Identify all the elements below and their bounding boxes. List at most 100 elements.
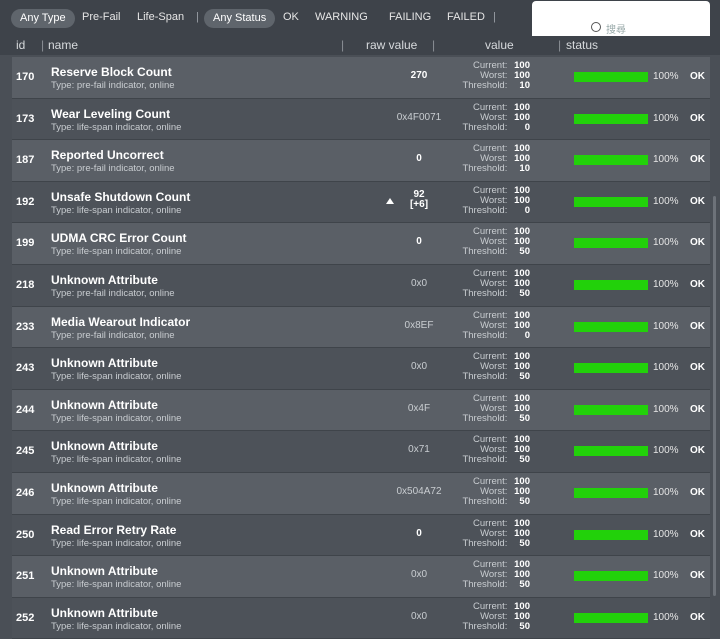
table-row[interactable]: 170 Reserve Block Count Type: pre-fail i…	[12, 57, 710, 99]
attribute-type: Type: pre-fail indicator, online	[51, 329, 175, 341]
current-label: Current:	[473, 60, 508, 71]
table-row[interactable]: 192 Unsafe Shutdown Count Type: life-spa…	[12, 181, 710, 224]
attribute-type: Type: pre-fail indicator, online	[51, 80, 175, 91]
health-bar-fill	[574, 238, 648, 249]
status-badge: OK	[690, 362, 705, 374]
status-badge: OK	[690, 195, 705, 207]
table-row[interactable]: 199 UDMA CRC Error Count Type: life-span…	[12, 223, 710, 265]
filter-failed[interactable]: FAILED	[447, 11, 485, 23]
attribute-type: Type: life-span indicator, online	[51, 495, 182, 507]
current-value: 100	[514, 267, 530, 279]
health-percent: 100%	[653, 570, 679, 582]
table-row[interactable]: 233 Media Wearout Indicator Type: pre-fa…	[12, 306, 710, 349]
search-input[interactable]: 搜尋	[532, 1, 710, 37]
threshold-label: Threshold:	[462, 204, 508, 216]
threshold-label: Threshold:	[462, 329, 508, 341]
table-row[interactable]: 243 Unknown Attribute Type: life-span in…	[12, 348, 710, 390]
attribute-type: Type: life-span indicator, online	[51, 371, 182, 383]
raw-value: 0x0	[410, 361, 428, 373]
up-arrow-icon	[386, 197, 394, 204]
status-badge: OK	[690, 112, 705, 124]
threshold-label: Threshold:	[462, 454, 508, 466]
table-row[interactable]: 218 Unknown Attribute Type: pre-fail ind…	[12, 264, 710, 307]
table-row[interactable]: 173 Wear Leveling Count Type: life-span …	[12, 98, 710, 141]
raw-delta: [+6]	[409, 198, 429, 210]
table-row[interactable]: 250 Read Error Retry Rate Type: life-spa…	[12, 514, 710, 557]
filter-any-type[interactable]: Any Type	[11, 9, 75, 28]
attribute-values: Current: 100 Worst: 100 Threshold: 0	[450, 184, 530, 216]
filter-any-status[interactable]: Any Status	[204, 9, 276, 28]
raw-value: 0x504A72	[396, 485, 442, 497]
table-row[interactable]: 251 Unknown Attribute Type: life-span in…	[12, 556, 710, 598]
threshold-label: Threshold:	[462, 495, 508, 507]
current-value: 100	[514, 600, 530, 612]
filter-separator: |	[196, 11, 199, 23]
attribute-name: Unknown Attribute	[51, 397, 158, 412]
health-bar-fill	[574, 363, 648, 374]
threshold-label: Threshold:	[462, 246, 508, 258]
filter-ok[interactable]: OK	[283, 11, 299, 23]
health-bar	[574, 612, 648, 623]
scrollbar[interactable]	[713, 196, 716, 596]
raw-value: 270	[410, 70, 428, 81]
current-label: Current:	[473, 226, 508, 238]
health-bar	[574, 113, 648, 124]
status-badge: OK	[690, 528, 705, 540]
table-row[interactable]: 244 Unknown Attribute Type: life-span in…	[12, 389, 710, 432]
health-bar-fill	[574, 571, 648, 582]
attribute-values: Current: 100 Worst: 100 Threshold: 0	[450, 310, 530, 341]
current-value: 100	[514, 559, 530, 571]
table-row[interactable]: 246 Unknown Attribute Type: life-span in…	[12, 472, 710, 515]
threshold-value: 50	[519, 620, 530, 632]
worst-label: Worst:	[480, 111, 508, 123]
health-bar	[574, 155, 648, 166]
attribute-name: Wear Leveling Count	[51, 106, 171, 121]
status-badge: OK	[690, 278, 705, 290]
attribute-name: UDMA CRC Error Count	[51, 231, 187, 246]
health-percent: 100%	[653, 403, 679, 415]
current-value: 100	[514, 392, 530, 404]
status-badge: OK	[690, 237, 705, 249]
col-separator: |	[41, 38, 45, 52]
attribute-id: 246	[16, 486, 35, 499]
status-badge: OK	[690, 154, 705, 166]
current-value: 100	[514, 184, 530, 196]
status-badge: OK	[690, 570, 705, 582]
col-raw-value[interactable]: raw value	[366, 38, 418, 52]
search-placeholder: 搜尋	[606, 25, 626, 36]
attribute-type: Type: life-span indicator, online	[51, 121, 182, 133]
health-bar	[574, 363, 648, 374]
table-row[interactable]: 187 Reported Uncorrect Type: pre-fail in…	[12, 140, 710, 182]
col-status[interactable]: status	[566, 38, 599, 52]
col-name[interactable]: name	[48, 38, 79, 52]
status-badge: OK	[690, 71, 705, 82]
table-row[interactable]: 252 Unknown Attribute Type: life-span in…	[12, 597, 710, 639]
worst-label: Worst:	[480, 485, 508, 497]
health-bar-fill	[574, 404, 648, 415]
worst-label: Worst:	[480, 70, 508, 81]
filter-warning[interactable]: WARNING	[315, 11, 368, 23]
filter-pre-fail[interactable]: Pre-Fail	[82, 11, 121, 23]
filter-life-span[interactable]: Life-Span	[137, 11, 185, 23]
health-bar	[574, 446, 648, 457]
filter-failing[interactable]: FAILING	[389, 11, 432, 23]
threshold-value: 50	[519, 454, 530, 466]
attribute-name: Read Error Retry Rate	[51, 522, 177, 537]
worst-label: Worst:	[480, 319, 508, 331]
col-value[interactable]: value	[485, 38, 514, 52]
raw-value: 0x4F0071	[396, 111, 442, 123]
worst-value: 100	[514, 361, 530, 373]
worst-label: Worst:	[480, 277, 508, 289]
worst-value: 100	[514, 485, 530, 497]
worst-value: 100	[514, 402, 530, 414]
raw-value: 0	[416, 153, 422, 165]
health-percent: 100%	[653, 112, 679, 124]
threshold-label: Threshold:	[462, 121, 508, 133]
raw-value: 0x8EF	[404, 319, 434, 331]
threshold-label: Threshold:	[462, 620, 508, 632]
worst-value: 100	[514, 527, 530, 539]
current-value: 100	[514, 517, 530, 529]
col-separator: |	[341, 38, 345, 52]
col-id[interactable]: id	[16, 38, 26, 52]
table-row[interactable]: 245 Unknown Attribute Type: life-span in…	[12, 431, 710, 473]
